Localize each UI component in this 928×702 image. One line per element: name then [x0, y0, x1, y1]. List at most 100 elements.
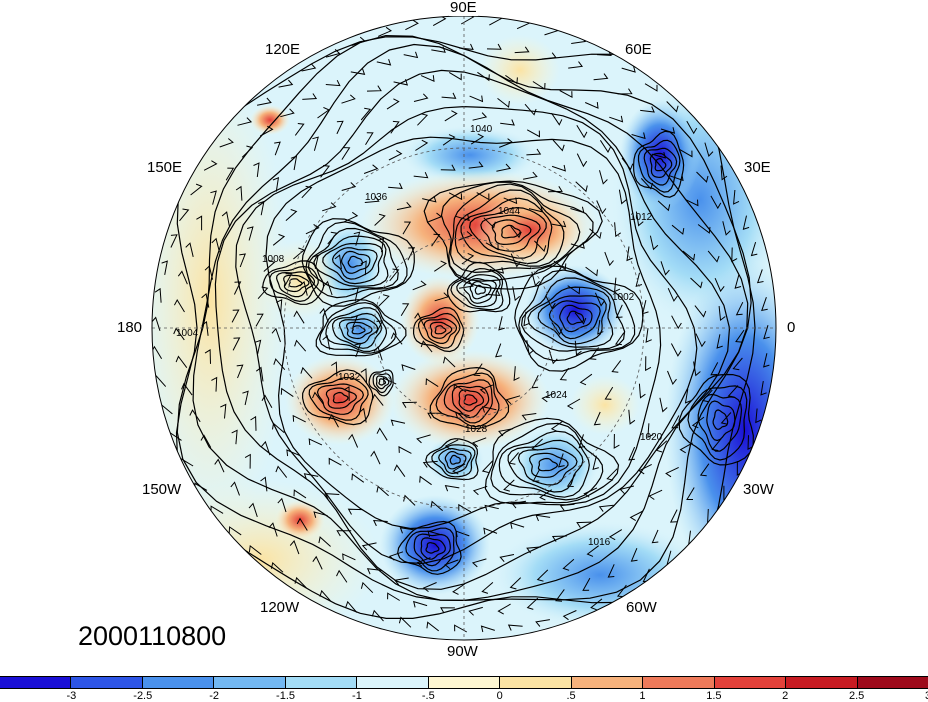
- isobar: [449, 454, 461, 465]
- wind-barb: [476, 192, 490, 201]
- colorbar-swatch: [714, 677, 787, 688]
- wind-barb: [324, 493, 340, 500]
- wind-barb: [559, 503, 575, 511]
- wind-barb: [657, 200, 671, 212]
- wind-barb: [631, 132, 646, 140]
- wind-barb: [484, 504, 499, 512]
- wind-barb: [566, 474, 576, 487]
- graticule: [152, 16, 776, 640]
- wind-barb: [444, 439, 459, 450]
- isobar: [537, 295, 607, 345]
- isobar: [548, 300, 601, 340]
- polar-map: 1044 1040 1036 1032 1028 1024 1020 1016 1012 1008…: [151, 15, 777, 641]
- wind-barb: [444, 484, 460, 492]
- wind-barb: [293, 247, 306, 260]
- isobar: [405, 527, 455, 572]
- wind-barb: [638, 383, 646, 399]
- wind-barb: [550, 420, 564, 432]
- wind-barb: [347, 508, 363, 515]
- wind-barb: [531, 271, 540, 287]
- wind-barb: [360, 260, 367, 276]
- wind-barb: [390, 419, 406, 427]
- isobar: [420, 537, 446, 560]
- wind-barb: [503, 197, 518, 205]
- isobar: [474, 284, 486, 295]
- wind-barb: [686, 487, 695, 500]
- wind-barb: [472, 112, 488, 121]
- wind-barb: [305, 223, 320, 235]
- wind-barb: [328, 413, 339, 428]
- wind-barb: [293, 310, 305, 324]
- wind-barb: [353, 231, 361, 246]
- isobar: [527, 286, 614, 348]
- wind-barb: [278, 79, 294, 88]
- isobar: [425, 438, 479, 481]
- wind-barb: [499, 138, 514, 148]
- wind-barb: [185, 242, 194, 258]
- isobar: [469, 280, 492, 300]
- isobar: [468, 206, 547, 259]
- anomaly-shading: [152, 16, 776, 640]
- wind-barb: [576, 124, 588, 139]
- wind-barb: [480, 625, 495, 633]
- wind-barb: [682, 250, 696, 261]
- wind-barb: [649, 235, 659, 251]
- wind-barb: [225, 167, 235, 181]
- wind-barb: [510, 225, 522, 239]
- wind-barb: [704, 142, 714, 157]
- wind-barb: [596, 200, 607, 215]
- wind-barb: [574, 340, 582, 356]
- wind-barb: [189, 409, 201, 423]
- isobar: [331, 312, 383, 349]
- wind-barb: [731, 247, 738, 263]
- wind-barb: [261, 394, 273, 408]
- wind-barb: [498, 316, 505, 331]
- wind-barb: [521, 413, 537, 421]
- wind-barb: [434, 260, 448, 272]
- wind-barb: [640, 178, 654, 190]
- wind-barb: [483, 527, 498, 535]
- wind-barb: [586, 545, 599, 557]
- wind-barb: [318, 536, 331, 547]
- wind-barb: [696, 171, 709, 183]
- wind-barb: [720, 412, 732, 425]
- wind-barb: [360, 368, 367, 384]
- isobar: [706, 400, 736, 442]
- wind-barb: [473, 363, 483, 377]
- isobar: [332, 391, 349, 404]
- wind-barb: [699, 463, 710, 477]
- isobar: [351, 325, 366, 335]
- contour-label: 1016: [588, 537, 611, 548]
- wind-barb: [727, 385, 739, 398]
- wind-barb: [460, 16, 475, 25]
- colorbar-swatch: [428, 677, 501, 688]
- wind-barb: [667, 287, 678, 302]
- isobar: [537, 457, 559, 472]
- isobar: [235, 105, 698, 565]
- wind-barb: [455, 530, 470, 538]
- wind-barb: [417, 113, 429, 126]
- colorbar-tick-label: -2.5: [133, 690, 153, 702]
- wind-barb: [593, 73, 609, 81]
- wind-barb: [536, 569, 549, 582]
- wind-barb: [528, 206, 544, 213]
- wind-barb: [285, 209, 298, 221]
- wind-barb: [393, 577, 409, 586]
- wind-barb: [364, 196, 380, 203]
- wind-barb: [513, 366, 520, 382]
- wind-barb: [422, 195, 437, 203]
- isobar: [316, 383, 365, 415]
- isobar: [654, 157, 667, 172]
- wind-barb: [244, 453, 251, 469]
- wind-barb: [592, 455, 599, 471]
- isobar: [460, 197, 553, 265]
- wind-barb: [237, 117, 253, 126]
- wind-barb: [248, 502, 258, 518]
- wind-barb: [196, 215, 203, 231]
- wind-barb: [427, 530, 442, 538]
- wind-barb: [697, 224, 711, 234]
- wind-barb: [257, 97, 272, 106]
- isobar: [507, 439, 584, 493]
- wind-barb: [312, 136, 319, 151]
- wind-barb: [523, 171, 538, 180]
